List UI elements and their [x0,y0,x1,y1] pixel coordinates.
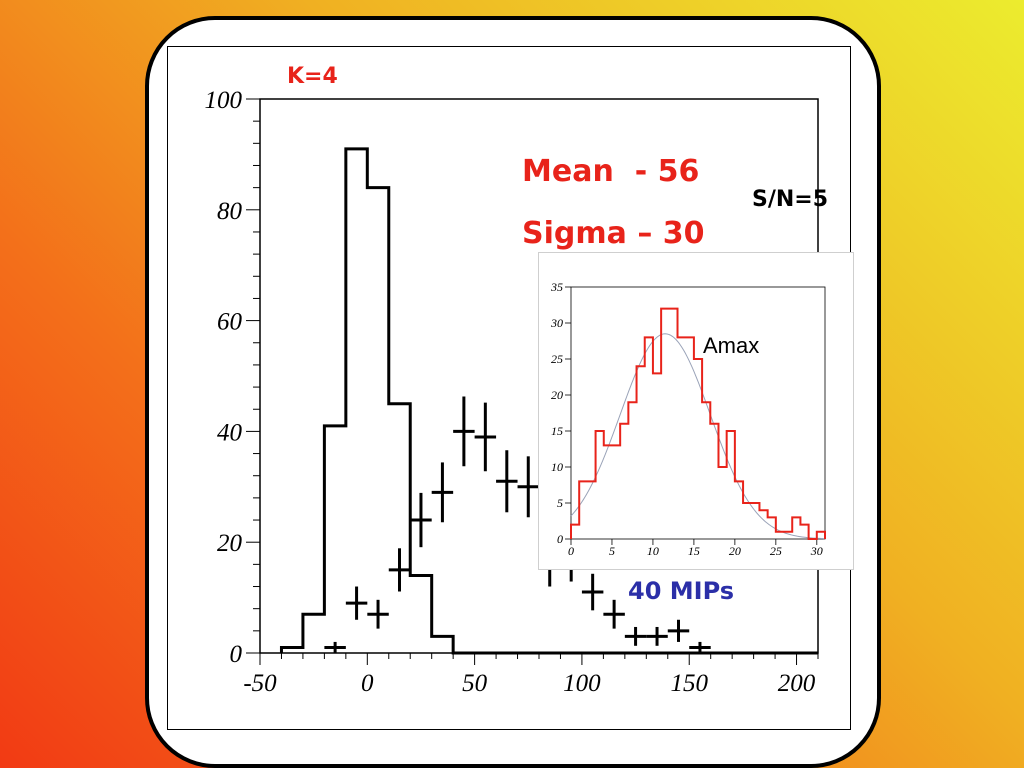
y-tick-label: 100 [205,87,243,114]
inset-x-tick-label: 15 [688,544,700,558]
inset-y-tick-label: 15 [551,424,563,438]
mips-label: 40 MIPs [628,577,735,605]
sn-label: S/N=5 [752,187,829,212]
y-tick-label: 0 [230,641,243,668]
x-tick-label: 50 [462,670,488,697]
mean-label: Mean - 56 [522,154,700,189]
x-tick-label: 0 [361,670,374,697]
k-label: K=4 [287,64,338,89]
x-tick-label: 150 [670,670,708,697]
x-tick-label: 100 [563,670,601,697]
inset-y-tick-label: 5 [557,496,563,510]
inset-fit-curve [570,333,826,540]
y-tick-label: 60 [217,309,243,336]
y-tick-label: 40 [217,419,243,446]
inset-y-tick-label: 35 [550,280,563,294]
inset-x-tick-label: 0 [568,544,574,558]
inset-y-tick-label: 10 [551,460,563,474]
inset-y-tick-label: 30 [550,316,563,330]
sigma-label: Sigma – 30 [522,216,705,251]
inset-histogram-step-line [570,307,826,540]
inset-y-tick-label: 20 [551,388,563,402]
inset-chart-panel: 0 5 10 15 20 25 30 35 0 5 10 15 20 25 30 Amax [538,252,854,570]
inset-x-tick-label: 5 [609,544,615,558]
inset-chart: 0 5 10 15 20 25 30 35 0 5 10 15 20 25 30 [550,280,826,558]
inset-x-tick-label: 30 [810,544,823,558]
inset-y-tick-label: 25 [551,352,563,366]
inset-label: Amax [703,333,760,358]
x-tick-label: -50 [243,670,277,697]
y-tick-label: 20 [217,530,243,557]
inset-x-tick-label: 20 [729,544,741,558]
inset-y-tick-label: 0 [557,532,563,546]
inset-x-tick-label: 10 [647,544,659,558]
x-tick-label: 200 [778,670,816,697]
y-tick-label: 80 [217,198,243,225]
inset-x-tick-label: 25 [770,544,782,558]
histogram-step-line [279,147,818,655]
inset-plot-frame [570,286,826,540]
